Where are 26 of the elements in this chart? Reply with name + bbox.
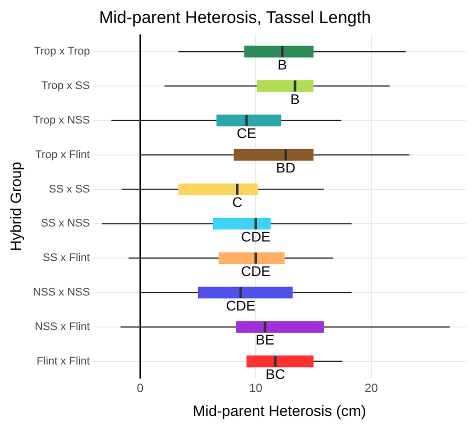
x-tick-label: 0 [136,381,144,396]
annotation: BC [266,366,286,382]
y-tick-label: SS x NSS [40,218,90,230]
y-tick-label: SS x Flint [42,252,90,264]
y-axis-title: Hybrid Group [8,162,26,252]
annotation: B [278,56,287,72]
y-tick-label: Trop x NSS [33,114,90,126]
y-tick-label: Trop x Flint [35,148,90,161]
y-tick-label: SS x SS [48,183,90,196]
x-tick-label: 10 [249,381,263,396]
annotation: BD [276,160,296,176]
annotation: CDE [240,262,271,279]
y-tick-label: Flint x Flint [36,355,90,368]
y-tick-label: NSS x Flint [34,321,90,333]
chart-title: Mid-parent Heterosis, Tassel Length [99,8,371,27]
x-tick-label: 20 [364,381,378,396]
annotation: CE [236,125,256,142]
annotation: B [290,90,300,107]
annotation: C [232,194,242,210]
y-tick-label: NSS x NSS [32,286,90,299]
annotation: CDE [226,297,256,314]
x-axis-title: Mid-parent Heterosis (cm) [192,403,366,420]
annotation: BE [256,332,274,348]
y-tick-label: Trop x SS [41,80,90,92]
annotation: CDE [240,228,271,244]
y-tick-label: Trop x Trop [34,46,90,58]
